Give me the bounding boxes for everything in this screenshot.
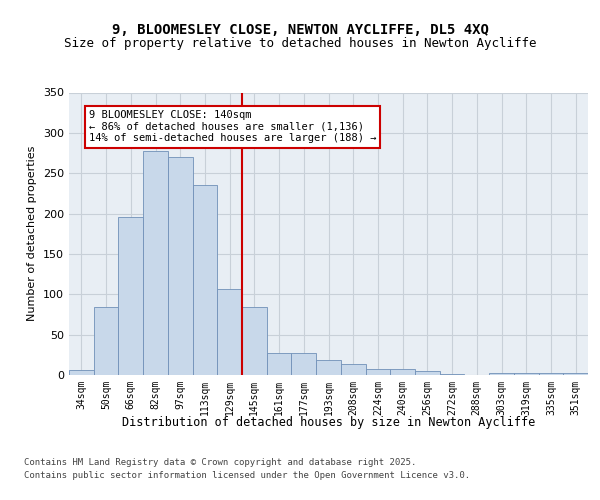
Bar [415, 371, 440, 375]
Bar [341, 364, 365, 375]
Text: 9, BLOOMESLEY CLOSE, NEWTON AYCLIFFE, DL5 4XQ: 9, BLOOMESLEY CLOSE, NEWTON AYCLIFFE, DL… [112, 22, 488, 36]
Text: Contains HM Land Registry data © Crown copyright and database right 2025.: Contains HM Land Registry data © Crown c… [24, 458, 416, 467]
Bar [143, 150, 168, 375]
Bar [390, 368, 415, 375]
Bar [539, 374, 563, 375]
Bar [440, 374, 464, 375]
Bar [563, 374, 588, 375]
Bar [489, 372, 514, 375]
Bar [94, 307, 118, 375]
Text: Size of property relative to detached houses in Newton Aycliffe: Size of property relative to detached ho… [64, 38, 536, 51]
Bar [118, 217, 143, 375]
Text: 9 BLOOMESLEY CLOSE: 140sqm
← 86% of detached houses are smaller (1,136)
14% of s: 9 BLOOMESLEY CLOSE: 140sqm ← 86% of deta… [89, 110, 376, 144]
Bar [267, 353, 292, 375]
Bar [69, 370, 94, 375]
Bar [193, 184, 217, 375]
Text: Distribution of detached houses by size in Newton Aycliffe: Distribution of detached houses by size … [122, 416, 535, 429]
Bar [168, 157, 193, 375]
Bar [514, 374, 539, 375]
Text: Contains public sector information licensed under the Open Government Licence v3: Contains public sector information licen… [24, 472, 470, 480]
Y-axis label: Number of detached properties: Number of detached properties [28, 146, 37, 322]
Bar [316, 360, 341, 375]
Bar [217, 290, 242, 375]
Bar [242, 307, 267, 375]
Bar [292, 353, 316, 375]
Bar [365, 368, 390, 375]
